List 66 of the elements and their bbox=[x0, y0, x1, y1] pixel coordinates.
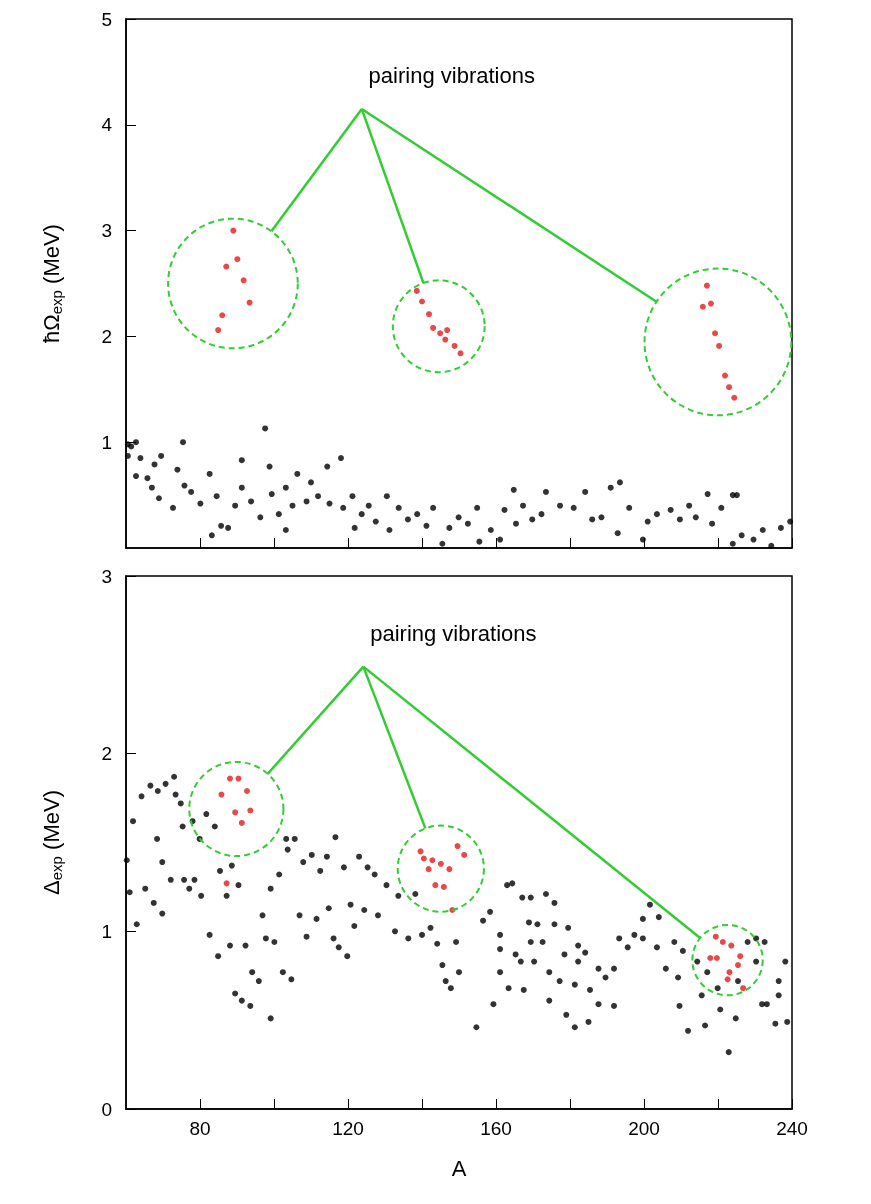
point bbox=[430, 324, 437, 331]
point bbox=[425, 866, 432, 873]
point bbox=[238, 819, 245, 826]
point bbox=[218, 791, 225, 798]
point bbox=[444, 327, 451, 334]
y-axis-title: ħΩexp (MeV) bbox=[39, 224, 65, 343]
point bbox=[737, 953, 744, 960]
point bbox=[719, 938, 726, 945]
y-tick-label: 2 bbox=[101, 743, 112, 765]
x-axis-title: A bbox=[451, 1155, 467, 1181]
point bbox=[731, 394, 738, 401]
point bbox=[226, 775, 233, 782]
point bbox=[246, 299, 253, 306]
x-tick-label: 240 bbox=[776, 1118, 808, 1139]
y-tick-label: 2 bbox=[101, 325, 112, 347]
annotation: pairing vibrations bbox=[370, 621, 537, 647]
y-tick-label: 1 bbox=[101, 920, 112, 942]
point bbox=[461, 851, 468, 858]
y-tick-label: 0 bbox=[101, 1098, 112, 1120]
point bbox=[234, 256, 241, 263]
point bbox=[419, 298, 425, 305]
point bbox=[219, 312, 226, 319]
point bbox=[244, 787, 250, 794]
point bbox=[454, 843, 461, 850]
point bbox=[437, 330, 444, 337]
x-tick-label: 80 bbox=[189, 1118, 211, 1139]
point bbox=[716, 342, 723, 349]
point bbox=[426, 311, 433, 318]
x-tick-label: 200 bbox=[628, 1118, 660, 1139]
y-axis-title: Δexp (MeV) bbox=[39, 790, 65, 895]
point bbox=[223, 263, 230, 270]
annotation: pairing vibrations bbox=[368, 63, 535, 89]
point bbox=[707, 300, 714, 307]
y-tick-label: 3 bbox=[101, 220, 112, 242]
point bbox=[240, 277, 247, 284]
point bbox=[740, 985, 747, 992]
y-tick-label: 4 bbox=[101, 114, 113, 136]
point bbox=[712, 933, 719, 940]
point bbox=[707, 954, 714, 961]
point bbox=[429, 857, 436, 864]
point bbox=[230, 227, 237, 234]
point bbox=[734, 962, 741, 969]
point bbox=[703, 282, 710, 289]
point bbox=[446, 866, 453, 873]
point bbox=[437, 860, 444, 867]
x-tick-label: 160 bbox=[480, 1118, 512, 1139]
point bbox=[724, 976, 731, 983]
point bbox=[440, 883, 447, 890]
point bbox=[699, 303, 706, 310]
point bbox=[223, 880, 230, 887]
point bbox=[420, 855, 427, 862]
point bbox=[235, 775, 242, 782]
point bbox=[726, 969, 733, 976]
point bbox=[451, 342, 458, 349]
x-tick-label: 120 bbox=[332, 1118, 364, 1139]
y-tick-label: 3 bbox=[101, 565, 112, 587]
point bbox=[722, 372, 729, 379]
point bbox=[215, 327, 222, 334]
y-tick-label: 1 bbox=[101, 431, 112, 453]
point bbox=[432, 882, 439, 889]
point bbox=[726, 384, 733, 391]
point bbox=[712, 330, 719, 337]
point bbox=[413, 287, 420, 294]
point bbox=[713, 954, 720, 961]
y-tick-label: 5 bbox=[101, 8, 112, 30]
point bbox=[232, 809, 239, 816]
